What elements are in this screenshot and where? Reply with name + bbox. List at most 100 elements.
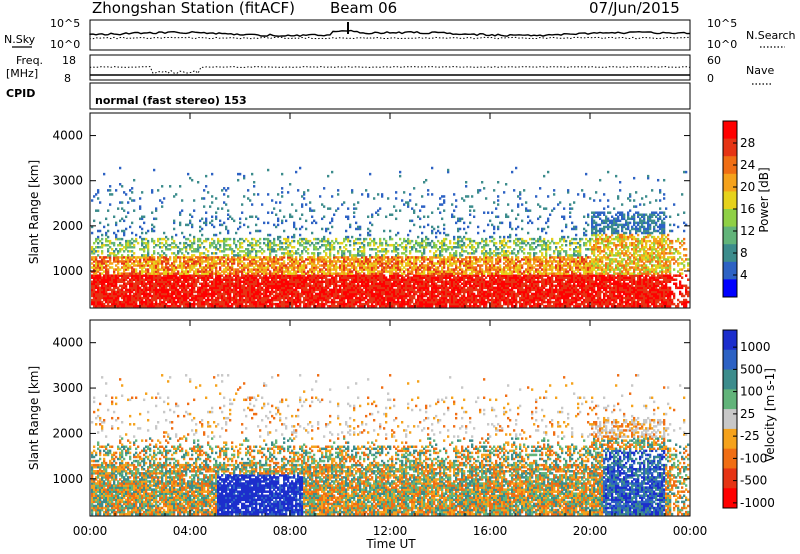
- rti-cell: [293, 225, 296, 229]
- rti-cell: [105, 286, 108, 290]
- rti-cell: [211, 288, 214, 292]
- rti-cell: [337, 258, 340, 261]
- rti-cell: [229, 268, 232, 271]
- rti-cell: [151, 288, 154, 292]
- rti-cell: [377, 209, 380, 212]
- rti-cell: [189, 243, 192, 247]
- rti-cell: [357, 282, 360, 286]
- rti-cell: [209, 294, 212, 298]
- rti-cell: [215, 243, 218, 247]
- rti-cell: [337, 284, 340, 288]
- rti-cell: [245, 258, 248, 261]
- rti-cell: [335, 292, 338, 296]
- rti-cell: [397, 248, 400, 251]
- rti-cell: [301, 286, 304, 290]
- rti-cell: [175, 288, 178, 292]
- rti-cell: [235, 272, 238, 275]
- rti-cell: [269, 258, 272, 261]
- rti-cell: [375, 258, 378, 261]
- rti-cell: [369, 237, 372, 241]
- rti-cell: [151, 256, 154, 259]
- rti-cell: [393, 284, 396, 288]
- rti-cell: [97, 191, 100, 194]
- rti-cell: [231, 262, 234, 265]
- rti-cell: [177, 264, 180, 267]
- rti-cell: [311, 286, 314, 290]
- rti-cell: [399, 243, 402, 247]
- rti-cell: [183, 266, 186, 269]
- rti-cell: [301, 205, 304, 208]
- rti-cell: [97, 260, 100, 263]
- rti-cell: [141, 280, 144, 284]
- rti-cell: [189, 292, 192, 296]
- rti-cell: [235, 294, 238, 298]
- rti-cell: [211, 237, 214, 241]
- rti-cell: [153, 294, 156, 298]
- rti-cell: [363, 250, 366, 253]
- rti-cell: [385, 262, 388, 265]
- rti-cell: [343, 276, 346, 279]
- rti-cell: [343, 302, 346, 306]
- rti-cell: [123, 292, 126, 296]
- rti-cell: [375, 278, 378, 281]
- rti-cell: [183, 284, 186, 288]
- rti-cell: [335, 268, 338, 271]
- rti-cell: [155, 209, 158, 212]
- rti-cell: [371, 256, 374, 259]
- rti-cell: [353, 215, 356, 219]
- rti-cell: [267, 290, 270, 294]
- rti-cell: [339, 286, 342, 290]
- rti-cell: [311, 276, 314, 279]
- freq-tick-top: 18: [62, 54, 76, 67]
- rti-cell: [357, 280, 360, 284]
- rti-cell: [219, 300, 222, 304]
- rti-cell: [217, 241, 220, 245]
- rti-cell: [389, 266, 392, 269]
- rti-cell: [155, 302, 158, 306]
- rti-cell: [213, 292, 216, 296]
- rti-cell: [343, 298, 346, 302]
- rti-cell: [217, 296, 220, 300]
- rti-cell: [97, 286, 100, 290]
- rti-cell: [243, 266, 246, 269]
- rti-cell: [355, 237, 358, 241]
- rti-cell: [109, 239, 112, 243]
- rti-cell: [185, 278, 188, 281]
- rti-cell: [233, 254, 236, 257]
- rti-cell: [153, 270, 156, 273]
- rti-cell: [113, 294, 116, 298]
- rti-cell: [363, 272, 366, 275]
- rti-cell: [283, 296, 286, 300]
- rti-cell: [181, 248, 184, 251]
- rti-cell: [337, 207, 340, 210]
- rti-cell: [285, 284, 288, 288]
- rti-cell: [363, 276, 366, 279]
- rti-cell: [115, 268, 118, 271]
- rti-cell: [307, 294, 310, 298]
- rti-cell: [213, 252, 216, 255]
- rti-cell: [95, 290, 98, 294]
- rti-cell: [181, 256, 184, 259]
- rti-cell: [239, 241, 242, 245]
- rti-cell: [205, 288, 208, 292]
- rti-cell: [201, 292, 204, 296]
- rti-cell: [99, 229, 102, 233]
- rti-cell: [145, 254, 148, 257]
- rti-cell: [267, 282, 270, 286]
- rti-cell: [241, 241, 244, 245]
- rti-cell: [115, 286, 118, 290]
- rti-cell: [201, 302, 204, 306]
- rti-cell: [259, 286, 262, 290]
- rti-cell: [251, 286, 254, 290]
- rti-cell: [289, 280, 292, 284]
- rti-cell: [411, 284, 414, 288]
- rti-cell: [153, 256, 156, 259]
- rti-cell: [295, 274, 298, 277]
- rti-cell: [303, 274, 306, 277]
- rti-cell: [99, 221, 102, 225]
- freq-tick-bottom: 8: [64, 72, 71, 85]
- rti-cell: [265, 304, 268, 308]
- rti-cell: [351, 298, 354, 302]
- rti-cell: [277, 217, 280, 221]
- rti-cell: [123, 250, 126, 253]
